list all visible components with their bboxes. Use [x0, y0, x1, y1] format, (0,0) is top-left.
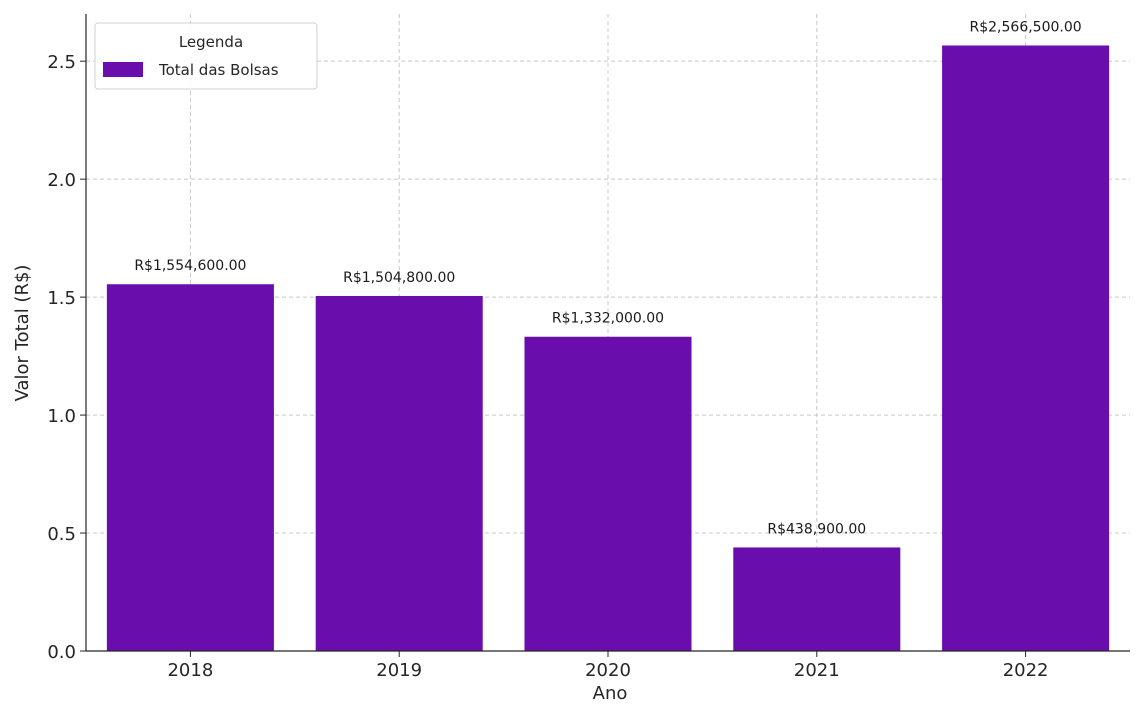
legend-title: Legenda: [179, 33, 243, 51]
x-tick-label: 2019: [376, 660, 422, 681]
y-axis-title: Valor Total (R$): [12, 265, 33, 402]
bar-data-label: R$2,566,500.00: [970, 19, 1082, 35]
legend-box: [94, 22, 318, 90]
bar-data-label: R$1,332,000.00: [552, 311, 664, 327]
axes: [80, 14, 1130, 657]
x-tick-label: 2021: [794, 660, 840, 681]
x-tick-label: 2018: [167, 660, 213, 681]
bar: [733, 547, 901, 651]
x-tick-label: 2020: [585, 660, 631, 681]
legend: Legenda Total das Bolsas: [94, 22, 318, 90]
bar: [106, 284, 274, 651]
x-tick-label: 2022: [1003, 660, 1049, 681]
bar: [942, 45, 1110, 652]
bar: [315, 295, 483, 651]
y-tick-label: 2.0: [47, 170, 76, 191]
bars: [106, 45, 1110, 652]
bar-labels: R$1,554,600.00 R$1,504,800.00 R$1,332,000.…: [134, 19, 1081, 537]
bar-data-label: R$438,900.00: [767, 521, 866, 537]
y-tick-label: 1.0: [47, 406, 76, 427]
bar: [524, 336, 692, 651]
y-tick-label: 1.5: [47, 288, 76, 309]
bar-data-label: R$1,504,800.00: [343, 270, 455, 286]
legend-swatch: [103, 62, 143, 77]
bar-data-label: R$1,554,600.00: [134, 258, 246, 274]
y-tick-label: 2.5: [47, 52, 76, 73]
tick-labels: 0.0 0.5 1.0 1.5 2.0 2.5 2018 2019 2020 2021 2022: [47, 52, 1048, 681]
x-axis-title: Ano: [593, 683, 628, 704]
y-tick-label: 0.0: [47, 642, 76, 663]
y-tick-label: 0.5: [47, 524, 76, 545]
legend-entry-label: Total das Bolsas: [158, 61, 279, 79]
